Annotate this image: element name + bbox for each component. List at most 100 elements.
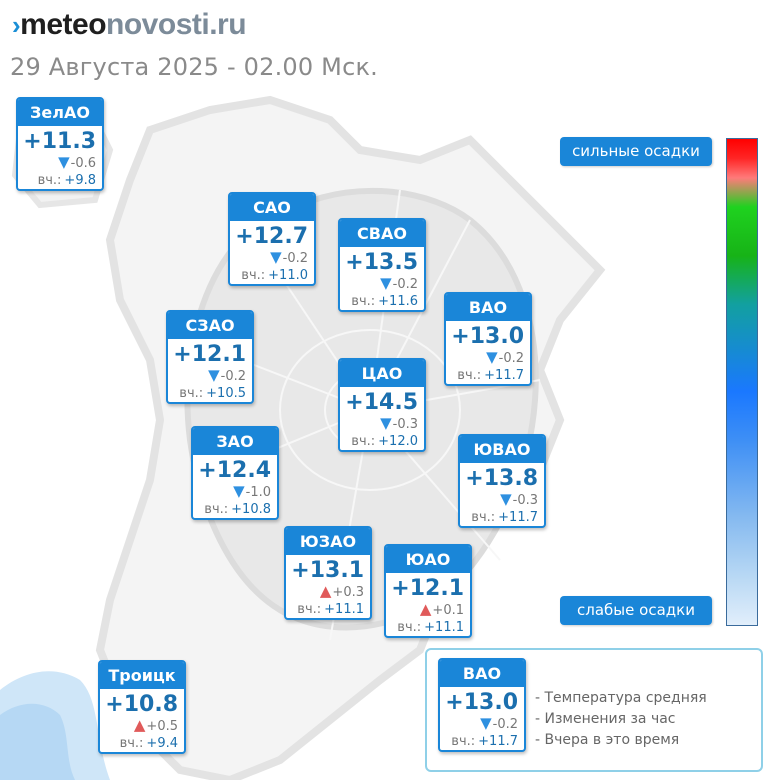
district-card-yuzao[interactable]: ЮЗАО +13.1 ▲+0.3 вч.: +11.1 bbox=[284, 526, 372, 620]
district-temp: +13.8 bbox=[465, 466, 538, 491]
district-yesterday: вч.: +11.6 bbox=[340, 293, 424, 310]
district-card-yuvao[interactable]: ЮВАО +13.8 ▼-0.3 вч.: +11.7 bbox=[458, 434, 546, 528]
district-name: СЗАО bbox=[168, 312, 252, 339]
district-name: ВАО bbox=[446, 294, 530, 321]
change-value: -0.2 bbox=[220, 369, 246, 384]
yesterday-label: вч.: bbox=[241, 268, 266, 283]
yesterday-label: вч.: bbox=[179, 386, 204, 401]
district-change: ▼-0.2 bbox=[440, 715, 524, 733]
district-name: ЦАО bbox=[340, 360, 424, 387]
yesterday-value: +12.0 bbox=[378, 434, 418, 449]
yesterday-value: +11.7 bbox=[498, 510, 538, 525]
logo-meteo: meteo bbox=[20, 8, 107, 41]
arrow-down-icon: ▼ bbox=[486, 348, 498, 366]
district-card-troitsk[interactable]: Троицк +10.8 ▲+0.5 вч.: +9.4 bbox=[98, 660, 186, 754]
yesterday-label: вч.: bbox=[457, 368, 482, 383]
heavy-precip-label: сильные осадки bbox=[560, 137, 712, 166]
district-card-yuao[interactable]: ЮАО +12.1 ▲+0.1 вч.: +11.1 bbox=[384, 544, 472, 638]
yesterday-label: вч.: bbox=[471, 510, 496, 525]
district-yesterday: вч.: +11.1 bbox=[386, 619, 470, 636]
change-value: +0.3 bbox=[332, 585, 364, 600]
district-name: ЮЗАО bbox=[286, 528, 370, 555]
district-name: Троицк bbox=[100, 662, 184, 689]
legend-item-temp: - Температура средняя bbox=[535, 690, 707, 706]
page-date: 29 Августа 2025 - 02.00 Мск. bbox=[10, 53, 379, 81]
arrow-up-icon: ▲ bbox=[319, 582, 332, 600]
district-yesterday: вч.: +12.0 bbox=[340, 433, 424, 450]
change-value: -1.0 bbox=[245, 485, 271, 500]
change-value: -0.2 bbox=[492, 717, 518, 732]
district-yesterday: вч.: +10.8 bbox=[193, 501, 277, 518]
arrow-up-icon: ▲ bbox=[133, 716, 146, 734]
change-value: -0.6 bbox=[70, 156, 96, 171]
yesterday-value: +11.1 bbox=[424, 620, 464, 635]
district-card-sao[interactable]: САО +12.7 ▼-0.2 вч.: +11.0 bbox=[228, 192, 316, 286]
arrow-down-icon: ▼ bbox=[58, 153, 70, 171]
district-card-vao[interactable]: ВАО +13.0 ▼-0.2 вч.: +11.7 bbox=[444, 292, 532, 386]
district-temp: +13.0 bbox=[451, 324, 524, 349]
district-change: ▲+0.3 bbox=[286, 583, 370, 601]
site-logo[interactable]: ›meteonovosti.ru bbox=[12, 8, 247, 42]
district-change: ▲+0.5 bbox=[100, 717, 184, 735]
arrow-down-icon: ▼ bbox=[380, 414, 392, 432]
district-yesterday: вч.: +11.1 bbox=[286, 601, 370, 618]
district-temp: +11.3 bbox=[23, 129, 96, 154]
yesterday-label: вч.: bbox=[37, 173, 62, 188]
district-name: ЮВАО bbox=[460, 436, 544, 463]
legend-item-yesterday: - Вчера в это время bbox=[535, 732, 680, 748]
change-value: +0.5 bbox=[146, 719, 178, 734]
district-card-zao[interactable]: ЗАО +12.4 ▼-1.0 вч.: +10.8 bbox=[191, 426, 279, 520]
yesterday-label: вч.: bbox=[297, 602, 322, 617]
district-temp: +13.0 bbox=[445, 690, 518, 715]
change-value: -0.2 bbox=[392, 277, 418, 292]
district-change: ▼-0.3 bbox=[340, 415, 424, 433]
district-change: ▲+0.1 bbox=[386, 601, 470, 619]
yesterday-label: вч.: bbox=[119, 736, 144, 751]
district-name: ВАО bbox=[440, 660, 524, 687]
district-yesterday: вч.: +11.7 bbox=[460, 509, 544, 526]
district-temp: +14.5 bbox=[345, 390, 418, 415]
precip-color-scale bbox=[726, 138, 758, 626]
district-name: СВАО bbox=[340, 220, 424, 247]
arrow-down-icon: ▼ bbox=[500, 490, 512, 508]
district-card-zelao[interactable]: ЗелАО +11.3 ▼-0.6 вч.: +9.8 bbox=[16, 97, 104, 191]
change-value: -0.3 bbox=[512, 493, 538, 508]
logo-novosti: novosti bbox=[106, 8, 210, 41]
district-temp: +13.5 bbox=[345, 250, 418, 275]
yesterday-value: +9.8 bbox=[64, 173, 96, 188]
district-card-szao[interactable]: СЗАО +12.1 ▼-0.2 вч.: +10.5 bbox=[166, 310, 254, 404]
district-yesterday: вч.: +11.0 bbox=[230, 267, 314, 284]
yesterday-value: +11.0 bbox=[268, 268, 308, 283]
district-yesterday: вч.: +10.5 bbox=[168, 385, 252, 402]
yesterday-value: +11.7 bbox=[478, 734, 518, 749]
district-change: ▼-0.3 bbox=[460, 491, 544, 509]
yesterday-label: вч.: bbox=[451, 734, 476, 749]
change-value: -0.3 bbox=[392, 417, 418, 432]
district-temp: +12.1 bbox=[391, 576, 464, 601]
yesterday-label: вч.: bbox=[351, 294, 376, 309]
district-temp: +13.1 bbox=[291, 558, 364, 583]
yesterday-value: +10.8 bbox=[231, 502, 271, 517]
yesterday-value: +11.6 bbox=[378, 294, 418, 309]
district-name: ЗАО bbox=[193, 428, 277, 455]
yesterday-value: +10.5 bbox=[206, 386, 246, 401]
logo-mark-icon: › bbox=[12, 10, 21, 40]
district-temp: +12.1 bbox=[173, 342, 246, 367]
district-change: ▼-0.2 bbox=[168, 367, 252, 385]
district-yesterday: вч.: +11.7 bbox=[440, 733, 524, 750]
logo-domain: .ru bbox=[209, 8, 247, 41]
district-temp: +12.4 bbox=[198, 458, 271, 483]
district-yesterday: вч.: +11.7 bbox=[446, 367, 530, 384]
arrow-down-icon: ▼ bbox=[380, 274, 392, 292]
district-yesterday: вч.: +9.8 bbox=[18, 172, 102, 189]
district-card-svao[interactable]: СВАО +13.5 ▼-0.2 вч.: +11.6 bbox=[338, 218, 426, 312]
district-yesterday: вч.: +9.4 bbox=[100, 735, 184, 752]
district-change: ▼-0.2 bbox=[340, 275, 424, 293]
district-card-tsao[interactable]: ЦАО +14.5 ▼-0.3 вч.: +12.0 bbox=[338, 358, 426, 452]
legend-item-change: - Изменения за час bbox=[535, 711, 676, 727]
change-value: -0.2 bbox=[498, 351, 524, 366]
district-temp: +12.7 bbox=[235, 224, 308, 249]
arrow-up-icon: ▲ bbox=[419, 600, 432, 618]
district-change: ▼-0.2 bbox=[230, 249, 314, 267]
arrow-down-icon: ▼ bbox=[480, 714, 492, 732]
